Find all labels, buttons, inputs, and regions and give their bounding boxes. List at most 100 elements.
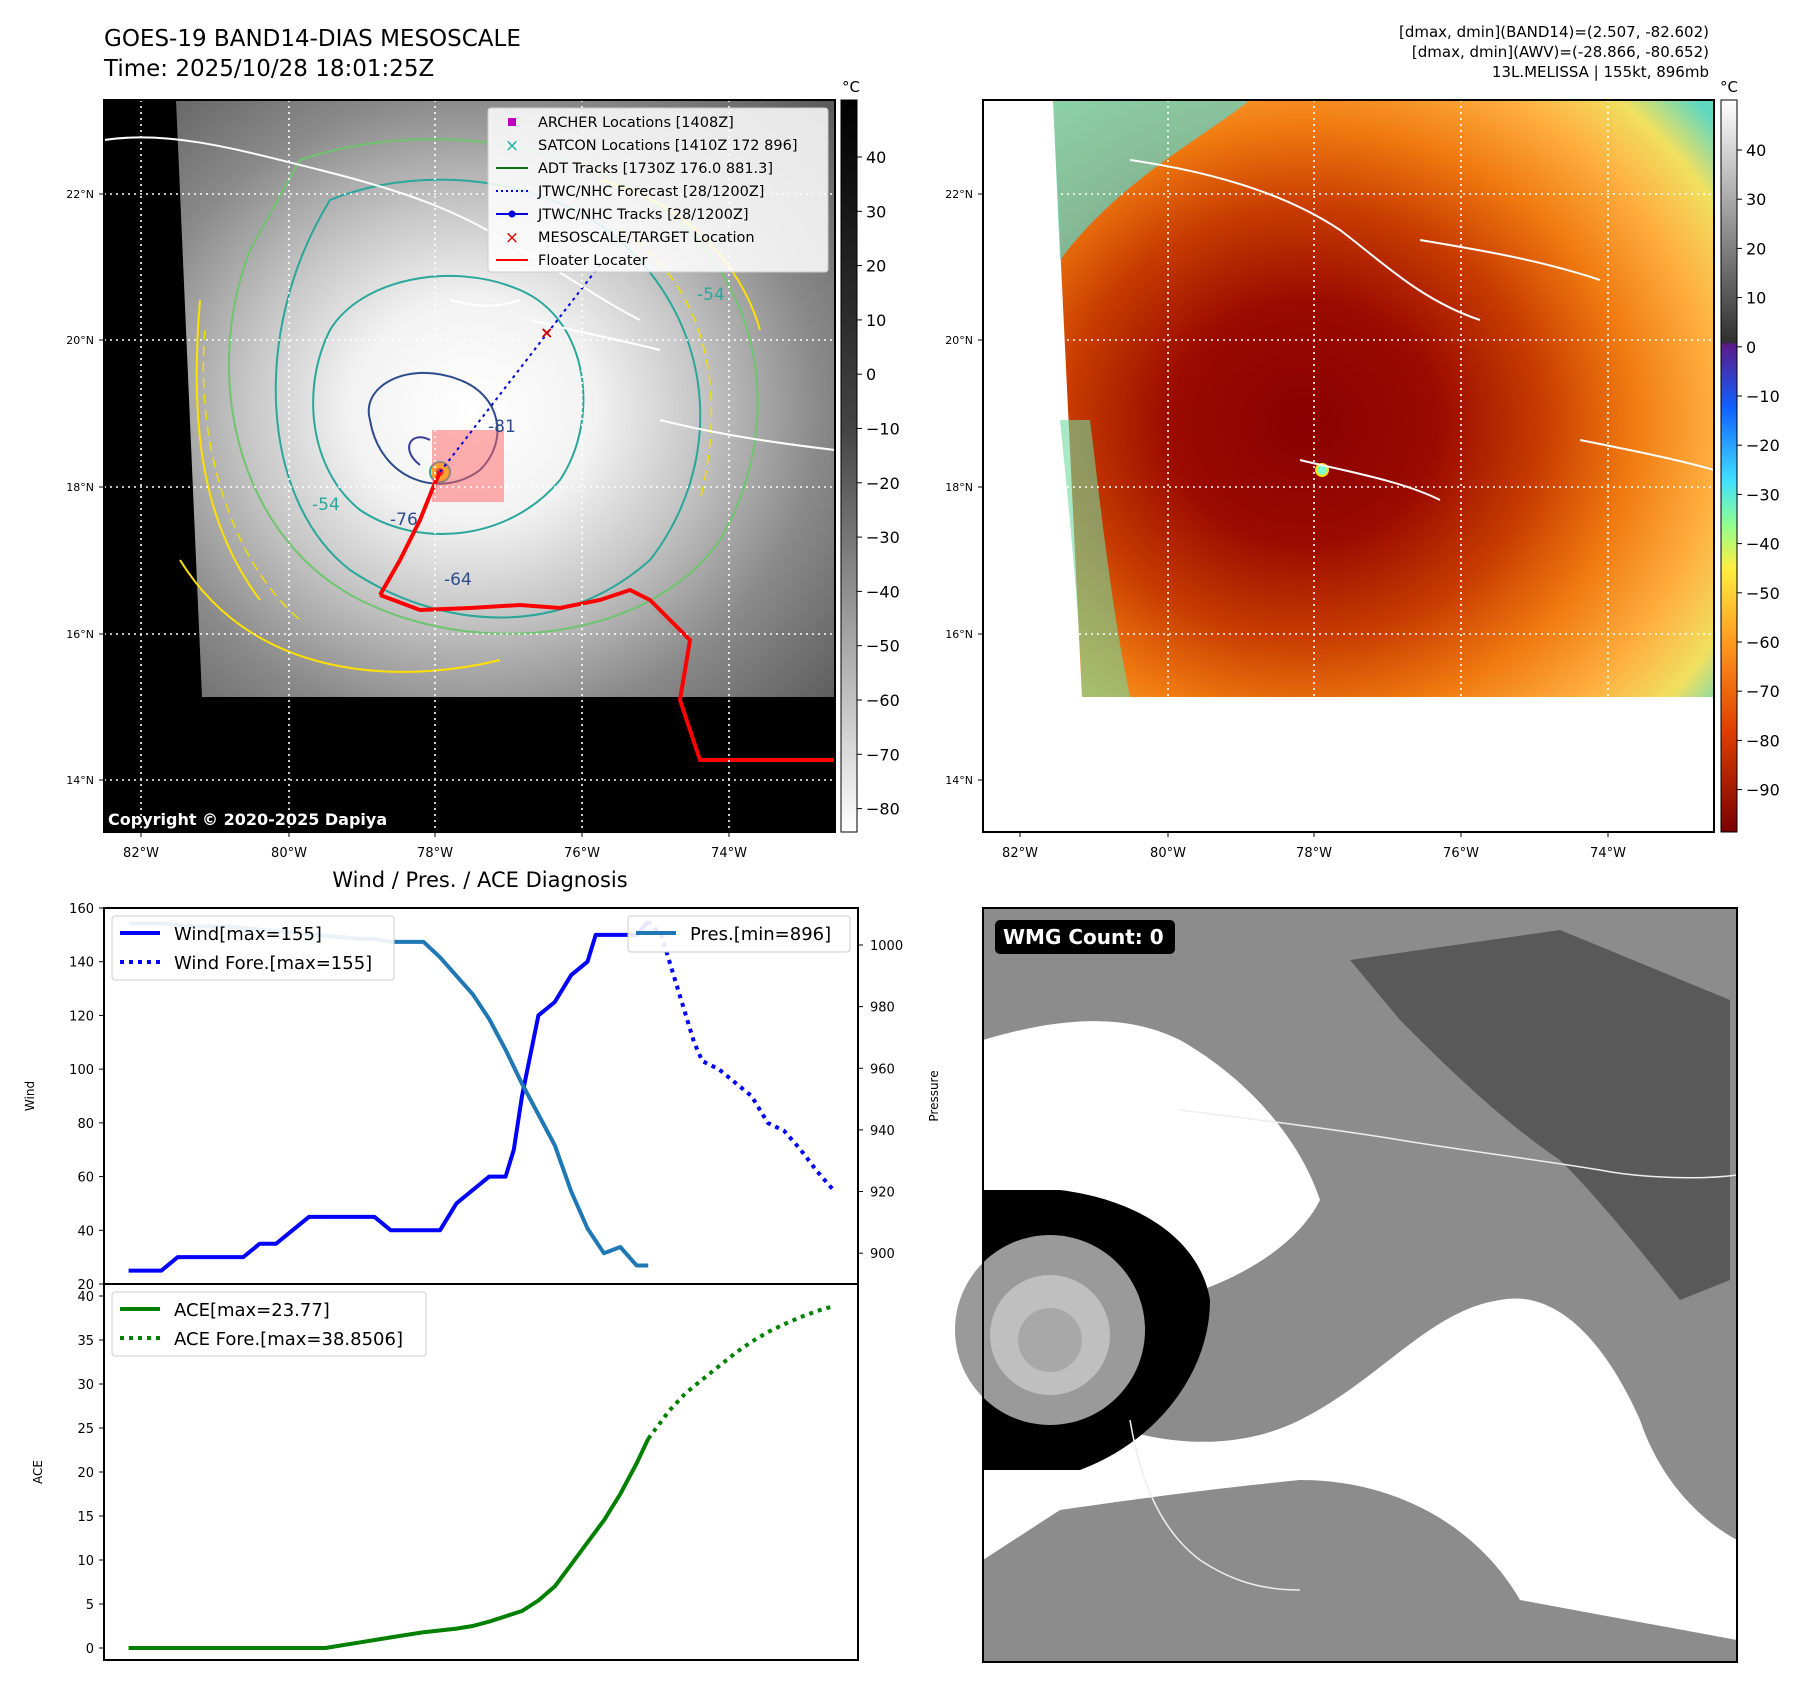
- y2-tick-label: 920: [870, 1186, 895, 1201]
- y-tick-label: 40: [77, 1224, 94, 1239]
- lon-tick-label: 80°W: [1150, 846, 1186, 861]
- legend-entry: JTWC/NHC Tracks [28/1200Z]: [496, 207, 749, 223]
- pres-legend: Pres.[min=896]: [627, 915, 851, 953]
- colorbar-tick-label: −50: [866, 637, 900, 656]
- y-tick-label: 40: [77, 1290, 94, 1305]
- color-colorbar-unit: °C: [1720, 78, 1738, 96]
- lat-tick-label: 20°N: [945, 334, 973, 347]
- series-line-0: [128, 1437, 651, 1650]
- y2-tick-label: 960: [870, 1062, 895, 1077]
- y-tick-label: 0: [86, 1642, 94, 1657]
- colorbar-tick-label: −20: [866, 474, 900, 493]
- colorbar-tick-label: −70: [1746, 682, 1780, 701]
- stats-line-2: [dmax, dmin](AWV)=(-28.866, -80.652): [1411, 43, 1709, 61]
- storm-info: 13L.MELISSA | 155kt, 896mb: [1491, 63, 1709, 81]
- legend-label: MESOSCALE/TARGET Location: [538, 230, 755, 246]
- lon-tick-label: 78°W: [1296, 846, 1332, 861]
- colorbar-tick-label: −70: [866, 745, 900, 764]
- colorbar-tick-label: 40: [1746, 141, 1766, 160]
- left-map-lat-ticks: 22°N 20°N 18°N 16°N 14°N: [66, 188, 104, 787]
- right-map-panel: [983, 100, 1714, 832]
- lat-tick-label: 20°N: [66, 334, 94, 347]
- legend-entry: × SATCON Locations [1410Z 172 896]: [505, 136, 798, 156]
- legend-label: ADT Tracks [1730Z 176.0 881.3]: [538, 161, 773, 177]
- figure-title: GOES-19 BAND14-DIAS MESOSCALE: [104, 26, 521, 52]
- wmg-panel: WMG Count: 0: [955, 908, 1738, 1662]
- colorbar-tick-label: −80: [1746, 731, 1780, 750]
- y-tick-label: 100: [69, 1063, 94, 1078]
- legend-entry: JTWC/NHC Forecast [28/1200Z]: [496, 184, 764, 200]
- colorbar-tick-label: −80: [866, 800, 900, 819]
- y-tick-label: 15: [77, 1510, 94, 1525]
- ace-fore-legend-label: ACE Fore.[max=38.8506]: [174, 1329, 403, 1350]
- lat-tick-label: 16°N: [945, 628, 973, 641]
- colorbar-tick-label: −10: [866, 420, 900, 439]
- color-colorbar: [1720, 99, 1738, 833]
- y-tick-label: 140: [69, 956, 94, 971]
- wind-ylabel: Wind: [23, 1081, 37, 1111]
- lat-tick-label: 16°N: [66, 628, 94, 641]
- colorbar-tick-label: −40: [1746, 535, 1780, 554]
- lon-tick-label: 78°W: [417, 846, 453, 861]
- ace-legend-label: ACE[max=23.77]: [174, 1300, 330, 1321]
- lon-tick-label: 80°W: [271, 846, 307, 861]
- series-line-0: [128, 920, 650, 1273]
- y-tick-label: 60: [77, 1171, 94, 1186]
- stats-line-1: [dmax, dmin](BAND14)=(2.507, -82.602): [1398, 23, 1709, 41]
- wmg-count: WMG Count: 0: [1003, 925, 1164, 949]
- contour-label: -81: [488, 417, 516, 437]
- legend-label: SATCON Locations [1410Z 172 896]: [538, 138, 797, 154]
- y-tick-label: 35: [77, 1334, 94, 1349]
- colorbar-tick-label: 40: [866, 148, 886, 167]
- legend-marker: [508, 118, 516, 126]
- contour-label: -54: [312, 495, 340, 515]
- colorbar-tick-label: 10: [1746, 289, 1766, 308]
- lat-tick-label: 14°N: [945, 774, 973, 787]
- legend-label: JTWC/NHC Forecast [28/1200Z]: [537, 184, 764, 200]
- y2-tick-label: 980: [870, 1001, 895, 1016]
- legend-marker: ×: [505, 136, 519, 156]
- y-tick-label: 20: [77, 1278, 94, 1293]
- wind-fore-legend-label: Wind Fore.[max=155]: [174, 953, 372, 974]
- y-tick-label: 10: [77, 1554, 94, 1569]
- ace-legend: ACE[max=23.77] ACE Fore.[max=38.8506]: [111, 1291, 427, 1357]
- legend-entry: ADT Tracks [1730Z 176.0 881.3]: [496, 161, 773, 177]
- y2-tick-label: 1000: [870, 939, 903, 954]
- lat-tick-label: 14°N: [66, 774, 94, 787]
- lon-tick-label: 82°W: [123, 846, 159, 861]
- lat-tick-label: 22°N: [66, 188, 94, 201]
- colorbar-tick-label: 0: [866, 365, 876, 384]
- lat-tick-label: 18°N: [945, 481, 973, 494]
- ace-chart: 0 5 10 15 20 25 30 35 40: [77, 1290, 834, 1657]
- wind-legend: Wind[max=155] Wind Fore.[max=155]: [111, 915, 395, 981]
- colorbar-tick-label: −60: [1746, 633, 1780, 652]
- pres-legend-label: Pres.[min=896]: [690, 924, 831, 945]
- colorbar-tick-label: −90: [1746, 781, 1780, 800]
- series-line-1: [646, 1304, 834, 1441]
- series-line-1: [646, 920, 835, 1192]
- legend-marker-dot: [508, 210, 516, 218]
- color-colorbar-ticks: 40 30 20 10 0 −10 −20 −30 −40 −50 −60 −70 −80 −90: [1737, 141, 1780, 800]
- y2-tick-label: 900: [870, 1247, 895, 1262]
- colorbar-tick-label: 10: [866, 311, 886, 330]
- colorbar-tick-label: 20: [1746, 239, 1766, 258]
- legend-entry: × MESOSCALE/TARGET Location: [505, 228, 755, 248]
- y-tick-label: 25: [77, 1422, 94, 1437]
- colorbar-tick-label: −60: [866, 691, 900, 710]
- colorbar-tick-label: 20: [866, 257, 886, 276]
- y-tick-label: 20: [77, 1466, 94, 1481]
- copyright-text: Copyright © 2020-2025 Dapiya: [108, 810, 387, 829]
- lon-tick-label: 76°W: [1443, 846, 1479, 861]
- map-legend: ARCHER Locations [1408Z] × SATCON Location…: [487, 107, 829, 273]
- right-map-lon-ticks: 82°W 80°W 78°W 76°W 74°W: [1002, 832, 1626, 861]
- figure-time: Time: 2025/10/28 18:01:25Z: [104, 56, 435, 82]
- ace-ylabel: ACE: [31, 1460, 45, 1484]
- svg-text:×: ×: [540, 323, 553, 342]
- lon-tick-label: 74°W: [1590, 846, 1626, 861]
- lon-tick-label: 74°W: [711, 846, 747, 861]
- gray-colorbar-unit: °C: [842, 78, 860, 96]
- gray-colorbar: [840, 99, 858, 833]
- right-map-lat-ticks: 22°N 20°N 18°N 16°N 14°N: [945, 188, 983, 787]
- lat-tick-label: 22°N: [945, 188, 973, 201]
